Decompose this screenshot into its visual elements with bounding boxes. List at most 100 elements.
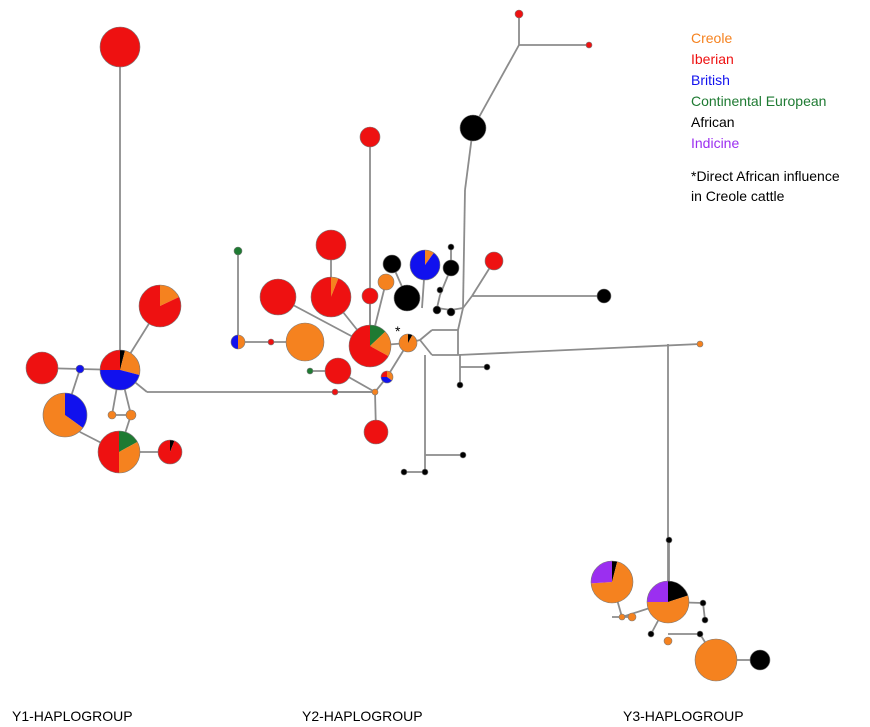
pie-slice xyxy=(443,260,459,276)
node-outline xyxy=(696,630,704,638)
pie-slice xyxy=(668,581,688,602)
haplotype-node xyxy=(75,364,85,374)
pie-slice xyxy=(647,581,668,602)
pie-slice xyxy=(286,323,324,361)
haplotype-node xyxy=(421,468,429,476)
node-outline xyxy=(596,288,612,304)
node-outline xyxy=(125,409,137,421)
network-edge xyxy=(462,189,466,309)
pie-slice xyxy=(364,420,388,444)
haplotype-node xyxy=(749,649,771,671)
pie-slice xyxy=(433,306,441,314)
haplotype-node xyxy=(361,287,379,305)
node-outline xyxy=(157,439,183,465)
node-outline xyxy=(446,307,456,317)
haplotype-node xyxy=(315,229,347,261)
haplotype-node xyxy=(696,340,704,348)
pie-slice xyxy=(98,431,119,473)
haplotype-node xyxy=(359,126,381,148)
pie-slice xyxy=(647,595,690,624)
node-outline xyxy=(25,351,59,385)
node-outline xyxy=(306,367,314,375)
pie-slice xyxy=(316,230,346,260)
node-outline xyxy=(436,286,444,294)
node-outline xyxy=(400,468,408,476)
node-outline xyxy=(398,333,418,353)
haplotype-node xyxy=(483,363,491,371)
node-outline xyxy=(285,322,325,362)
pie-slice xyxy=(695,639,737,681)
node-outline xyxy=(230,334,246,350)
node-outline xyxy=(359,126,381,148)
pie-slice xyxy=(700,600,706,606)
pie-slice xyxy=(383,255,401,273)
pie-slice xyxy=(234,247,242,255)
node-outline xyxy=(749,649,771,671)
haplotype-node xyxy=(694,638,738,682)
pie-slice xyxy=(447,308,455,316)
haplotype-node xyxy=(409,249,441,281)
pie-slice xyxy=(484,364,490,370)
pie-slice xyxy=(628,613,636,621)
haplogroup-label-y3: Y3-HAPLOGROUP xyxy=(623,708,744,724)
pie-slice xyxy=(170,440,175,452)
node-outline xyxy=(138,284,182,328)
pie-slice xyxy=(331,277,339,297)
pie-slice xyxy=(378,274,394,290)
node-outline xyxy=(324,357,352,385)
haplotype-node xyxy=(647,630,655,638)
legend: Creole Iberian British Continental Europ… xyxy=(691,28,867,206)
pie-slice xyxy=(238,335,245,349)
haplotype-node xyxy=(393,284,421,312)
haplogroup-label-y2: Y2-HAPLOGROUP xyxy=(302,708,423,724)
haplotype-node xyxy=(646,580,690,624)
node-outline xyxy=(421,468,429,476)
haplotype-node xyxy=(459,451,467,459)
node-outline xyxy=(647,630,655,638)
pie-slice xyxy=(370,331,391,357)
node-outline xyxy=(459,451,467,459)
node-outline xyxy=(97,430,141,474)
node-outline xyxy=(371,388,379,396)
network-nodes xyxy=(25,9,771,682)
pie-slice xyxy=(120,350,140,375)
haplotype-node xyxy=(382,254,402,274)
haplotype-node xyxy=(447,243,455,251)
node-outline xyxy=(699,599,707,607)
pie-slice xyxy=(332,389,338,395)
node-outline xyxy=(618,613,626,621)
haplotype-node xyxy=(371,388,379,396)
legend-item-iberian: Iberian xyxy=(691,51,734,67)
node-outline xyxy=(267,338,275,346)
network-edge xyxy=(419,329,433,341)
pie-slice xyxy=(597,289,611,303)
node-outline xyxy=(380,370,394,384)
node-outline xyxy=(107,410,117,420)
pie-slice xyxy=(349,325,389,367)
network-edge xyxy=(472,44,520,129)
legend-note-line1: *Direct African influence xyxy=(691,168,840,184)
node-outline xyxy=(315,229,347,261)
pie-slice xyxy=(325,358,351,384)
pie-slice xyxy=(65,393,88,428)
haplotype-node xyxy=(436,286,444,294)
pie-slice xyxy=(437,287,443,293)
haplotype-node xyxy=(42,392,88,438)
pie-slice xyxy=(515,10,523,18)
pie-slice xyxy=(448,244,454,250)
pie-slice xyxy=(394,285,420,311)
haplotype-node xyxy=(97,430,141,474)
haplotype-node xyxy=(701,616,709,624)
node-outline xyxy=(665,536,673,544)
legend-note-line2: in Creole cattle xyxy=(691,188,785,204)
pie-slice xyxy=(401,469,407,475)
pie-slice xyxy=(160,285,180,306)
node-outline xyxy=(590,560,634,604)
pie-slice xyxy=(100,27,140,67)
haplotype-node xyxy=(306,367,314,375)
pie-slice xyxy=(619,614,625,620)
haplotype-node xyxy=(285,322,325,362)
pie-slice xyxy=(422,469,428,475)
node-outline xyxy=(99,349,141,391)
